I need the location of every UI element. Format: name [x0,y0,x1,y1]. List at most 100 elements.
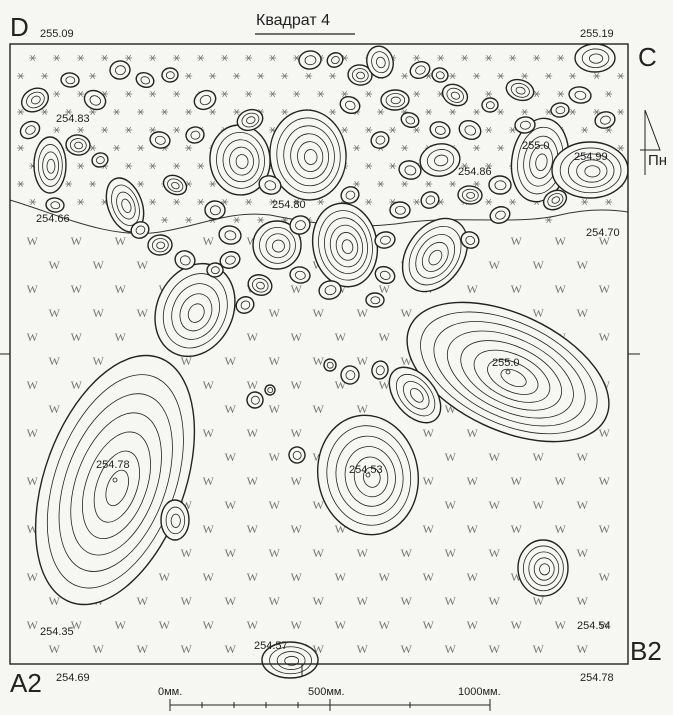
soil-mark: W [599,570,611,584]
rubble-mark [521,72,529,80]
rubble-mark [149,54,157,62]
soil-mark: W [533,450,545,464]
rubble-mark [161,216,169,224]
soil-mark: W [467,282,479,296]
soil-mark: W [27,282,39,296]
rubble-mark [497,108,505,116]
rubble-mark [581,198,589,206]
rubble-mark [593,72,601,80]
soil-mark: W [93,306,105,320]
rubble-mark [557,90,565,98]
rubble-mark [221,54,229,62]
stone-contour [19,120,41,140]
stone-contour [505,78,535,102]
stone-contour [174,250,196,270]
stone-contour [160,499,190,541]
soil-mark: W [555,234,567,248]
soil-mark: W [269,546,281,560]
rubble-mark [485,198,493,206]
rubble-mark [449,180,457,188]
scale-label-1000: 1000мм. [458,686,501,698]
rubble-mark [17,72,25,80]
soil-mark: W [247,570,259,584]
rubble-mark [353,144,361,152]
soil-mark: W [313,354,325,368]
soil-mark: W [181,642,193,656]
stone-contour [517,539,569,597]
soil-mark: W [225,450,237,464]
soil-mark: W [423,522,435,536]
rubble-mark [461,54,469,62]
stone-contour [261,641,319,679]
stone-contour [409,60,431,80]
soil-mark: W [27,618,39,632]
rubble-mark [17,180,25,188]
soil-mark: W [577,594,589,608]
rubble-mark [413,198,421,206]
soil-mark: W [489,642,501,656]
rubble-mark [149,198,157,206]
soil-mark: W [225,642,237,656]
rubble-mark [101,54,109,62]
soil-mark: W [269,594,281,608]
soil-mark: W [313,594,325,608]
rubble-mark [89,180,97,188]
rubble-mark [269,198,277,206]
soil-mark: W [181,354,193,368]
rubble-mark [545,72,553,80]
rubble-mark [137,180,145,188]
soil-mark: W [489,498,501,512]
soil-mark: W [159,618,171,632]
rubble-mark [137,144,145,152]
soil-mark: W [247,474,259,488]
rubble-mark [77,126,85,134]
soil-mark: W [379,618,391,632]
rubble-mark [581,126,589,134]
soil-mark: W [335,570,347,584]
elevation-label: 254.35 [40,626,74,638]
rubble-mark [509,54,517,62]
soil-mark: W [291,474,303,488]
rubble-mark [137,108,145,116]
stone-contour [550,102,570,118]
rubble-mark [365,126,373,134]
rubble-mark [221,90,229,98]
rubble-mark [557,54,565,62]
stone-contour [135,72,155,88]
soil-mark: W [291,282,303,296]
stone-contour [389,201,411,219]
stone-contour [269,109,347,201]
rubble-mark [257,72,265,80]
soil-mark: W [489,258,501,272]
rubble-mark [533,90,541,98]
rubble-mark [617,72,625,80]
soil-mark: W [27,378,39,392]
elevation-label: 254.70 [586,227,620,239]
elevation-label: 254.66 [36,213,70,225]
soil-mark: W [511,234,523,248]
elevation-label: 254.54 [577,620,611,632]
soil-mark: W [115,234,127,248]
rubble-mark [245,198,253,206]
rubble-mark [53,54,61,62]
rubble-mark [413,90,421,98]
stone-contour [374,265,396,285]
soil-mark: W [599,618,611,632]
soil-mark: W [445,450,457,464]
soil-mark: W [247,426,259,440]
soil-mark: W [423,474,435,488]
elevation-label: 254.78 [96,459,130,471]
rubble-mark [389,162,397,170]
north-arrow-icon [640,109,661,175]
stone-contour [252,220,302,270]
rubble-mark [473,180,481,188]
rubble-mark [65,180,73,188]
rubble-mark [293,90,301,98]
soil-mark: W [269,402,281,416]
soil-mark: W [599,330,611,344]
rubble-mark [269,90,277,98]
rubble-mark [497,72,505,80]
soil-mark: W [269,354,281,368]
soil-mark: W [445,594,457,608]
rubble-mark [341,126,349,134]
